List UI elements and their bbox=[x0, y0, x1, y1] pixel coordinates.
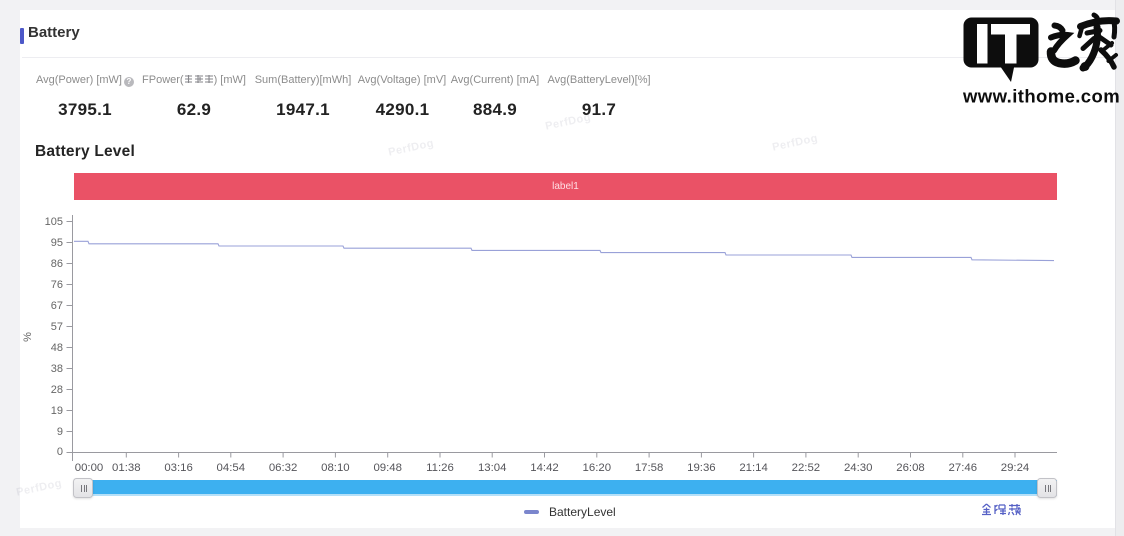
svg-text:86: 86 bbox=[51, 258, 63, 270]
svg-text:0: 0 bbox=[57, 446, 63, 458]
svg-text:24:30: 24:30 bbox=[844, 462, 873, 474]
svg-text:00:00: 00:00 bbox=[75, 462, 104, 474]
svg-text:67: 67 bbox=[51, 300, 63, 312]
svg-text:38: 38 bbox=[51, 363, 63, 375]
svg-text:06:32: 06:32 bbox=[269, 462, 298, 474]
svg-text:14:42: 14:42 bbox=[530, 462, 559, 474]
svg-text:01:38: 01:38 bbox=[112, 462, 141, 474]
svg-text:27:46: 27:46 bbox=[949, 462, 978, 474]
svg-text:%: % bbox=[22, 332, 34, 342]
svg-text:22:52: 22:52 bbox=[792, 462, 821, 474]
svg-text:17:58: 17:58 bbox=[635, 462, 664, 474]
svg-text:26:08: 26:08 bbox=[896, 462, 925, 474]
svg-text:04:54: 04:54 bbox=[217, 462, 246, 474]
svg-text:105: 105 bbox=[45, 216, 63, 228]
svg-text:95: 95 bbox=[51, 237, 63, 249]
svg-text:19:36: 19:36 bbox=[687, 462, 716, 474]
svg-text:57: 57 bbox=[51, 321, 63, 333]
svg-text:21:14: 21:14 bbox=[739, 462, 768, 474]
svg-text:19: 19 bbox=[51, 405, 63, 417]
svg-text:29:24: 29:24 bbox=[1001, 462, 1030, 474]
svg-text:76: 76 bbox=[51, 279, 63, 291]
svg-text:www.ithome.com: www.ithome.com bbox=[962, 86, 1120, 107]
svg-text:9: 9 bbox=[57, 426, 63, 438]
svg-text:13:04: 13:04 bbox=[478, 462, 507, 474]
svg-text:09:48: 09:48 bbox=[373, 462, 402, 474]
svg-text:28: 28 bbox=[51, 384, 63, 396]
svg-text:11:26: 11:26 bbox=[426, 462, 454, 474]
svg-text:08:10: 08:10 bbox=[321, 462, 350, 474]
svg-text:48: 48 bbox=[51, 342, 63, 354]
svg-text:03:16: 03:16 bbox=[164, 462, 193, 474]
svg-text:16:20: 16:20 bbox=[583, 462, 612, 474]
